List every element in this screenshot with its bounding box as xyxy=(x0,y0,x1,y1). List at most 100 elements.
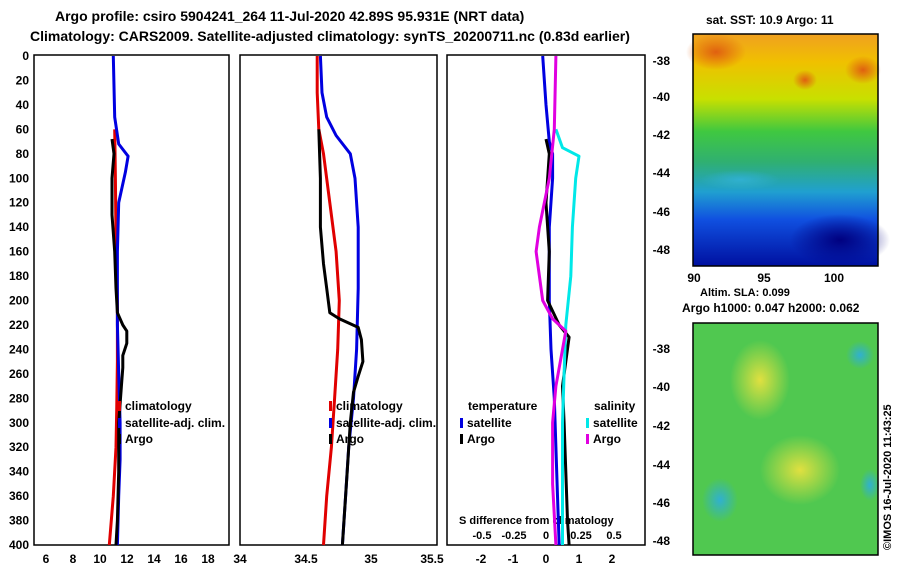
depth-tick-label: 80 xyxy=(16,147,30,161)
legend-swatch-argo xyxy=(118,434,121,444)
series-line-salinity-satellite xyxy=(554,128,581,545)
depth-tick-label: 0 xyxy=(22,49,29,63)
temperature-tick-label: 12 xyxy=(120,552,134,566)
depth-tick-label: 60 xyxy=(16,122,30,136)
difference-legend: temperature satellite Argo salinity sate… xyxy=(460,399,638,446)
depth-tick-label: 240 xyxy=(9,342,29,356)
sst-lon-tick: 95 xyxy=(757,271,771,285)
depth-tick-label: 200 xyxy=(9,294,29,308)
depth-tick-label: 320 xyxy=(9,440,29,454)
salinity-tick-label: 35.5 xyxy=(420,552,444,566)
sst-lon-tick: 100 xyxy=(824,271,844,285)
salinity-tick-label: 34.5 xyxy=(294,552,318,566)
depth-tick-label: 160 xyxy=(9,245,29,259)
temperature-tick-label: 18 xyxy=(201,552,215,566)
difference-secondary-tick-label: -0.5 xyxy=(473,530,492,542)
series-line-climatology xyxy=(315,56,341,546)
legend-swatch-temperature-argo xyxy=(460,434,463,444)
legend-title-salinity: salinity xyxy=(594,399,636,413)
depth-tick-label: 180 xyxy=(9,269,29,283)
legend-title-temperature: temperature xyxy=(468,399,538,413)
salinity-x-axis: 34 34.5 35 35.5 xyxy=(233,552,444,566)
temperature-legend: climatology satellite-adj. clim. Argo xyxy=(118,399,225,446)
legend-label-argo: Argo xyxy=(125,432,153,446)
sst-lat-tick: -48 xyxy=(653,243,671,257)
difference-secondary-tick-label: 0.25 xyxy=(570,530,591,542)
legend-label-satellite: satellite-adj. clim. xyxy=(336,416,436,430)
depth-tick-label: 300 xyxy=(9,416,29,430)
series-line-argo xyxy=(317,129,365,546)
depth-tick-label: 20 xyxy=(16,73,30,87)
difference-secondary-axis-title: S difference from climatology xyxy=(459,515,615,527)
temperature-tick-label: 14 xyxy=(147,552,161,566)
sst-front xyxy=(700,170,780,190)
legend-swatch-climatology xyxy=(118,401,121,411)
depth-tick-label: 360 xyxy=(9,489,29,503)
sst-lat-tick: -38 xyxy=(653,54,671,68)
sla-high-patch xyxy=(730,340,790,420)
sla-lat-tick: -38 xyxy=(653,342,671,356)
salinity-tick-label: 35 xyxy=(364,552,378,566)
sst-lat-tick: -46 xyxy=(653,205,671,219)
salinity-legend: climatology satellite-adj. clim. Argo xyxy=(329,399,436,446)
series-layer xyxy=(107,55,581,546)
sst-lat-tick: -40 xyxy=(653,90,671,104)
legend-label-temperature-satellite: satellite xyxy=(467,416,512,430)
depth-tick-label: 260 xyxy=(9,367,29,381)
legend-label-argo: Argo xyxy=(336,432,364,446)
sla-low-patch xyxy=(846,341,874,369)
difference-secondary-tick-label: 0 xyxy=(543,530,549,542)
difference-tick-label: 2 xyxy=(609,552,616,566)
temperature-tick-label: 16 xyxy=(174,552,188,566)
sla-lat-tick: -42 xyxy=(653,419,671,433)
sla-map-title-line-1: Altim. SLA: 0.099 xyxy=(700,287,790,299)
depth-tick-label: 340 xyxy=(9,465,29,479)
sst-warm-patch xyxy=(793,70,817,90)
difference-tick-label: -1 xyxy=(508,552,519,566)
sst-warm-patch xyxy=(845,56,881,84)
legend-swatch-temperature-satellite xyxy=(460,418,463,428)
sla-lat-tick: -48 xyxy=(653,534,671,548)
sst-lat-tick: -42 xyxy=(653,128,671,142)
series-line-temperature-argo xyxy=(544,138,571,546)
legend-swatch-satellite xyxy=(118,418,121,428)
sla-low-patch xyxy=(860,469,880,501)
sst-lon-tick: 90 xyxy=(687,271,701,285)
difference-tick-label: 0 xyxy=(543,552,550,566)
temperature-tick-label: 10 xyxy=(93,552,107,566)
sla-map: -38 -40 -42 -44 -46 -48 xyxy=(653,322,880,556)
legend-label-salinity-argo: Argo xyxy=(593,432,621,446)
depth-tick-label: 220 xyxy=(9,318,29,332)
difference-x-axis: -2 -1 0 1 2 S difference from climatolog… xyxy=(459,515,622,566)
sla-lat-tick: -40 xyxy=(653,380,671,394)
legend-label-temperature-argo: Argo xyxy=(467,432,495,446)
depth-tick-label: 280 xyxy=(9,391,29,405)
legend-swatch-salinity-argo xyxy=(586,434,589,444)
legend-swatch-argo xyxy=(329,434,332,444)
depth-tick-label: 100 xyxy=(9,171,29,185)
sla-high-patch xyxy=(760,435,840,505)
temperature-tick-label: 8 xyxy=(70,552,77,566)
sst-deep-patch xyxy=(790,214,890,266)
sla-lat-tick: -46 xyxy=(653,496,671,510)
sst-lat-tick: -44 xyxy=(653,166,671,180)
difference-tick-label: 1 xyxy=(576,552,583,566)
salinity-tick-label: 34 xyxy=(233,552,247,566)
depth-tick-label: 140 xyxy=(9,220,29,234)
legend-swatch-climatology xyxy=(329,401,332,411)
credit-label: ©IMOS 16-Jul-2020 11:43:25 xyxy=(882,404,894,550)
title-line-1: Argo profile: csiro 5904241_264 11-Jul-2… xyxy=(55,8,524,24)
legend-swatch-satellite xyxy=(329,418,332,428)
depth-tick-label: 400 xyxy=(9,538,29,552)
salinity-panel-frame xyxy=(239,54,438,546)
temperature-tick-label: 6 xyxy=(43,552,50,566)
temperature-panel-frame xyxy=(33,54,230,546)
sla-map-title-line-2: Argo h1000: 0.047 h2000: 0.062 xyxy=(682,301,860,315)
depth-tick-label: 40 xyxy=(16,98,30,112)
sla-low-patch xyxy=(702,478,738,522)
difference-secondary-tick-label: 0.5 xyxy=(606,530,621,542)
sla-lat-tick: -44 xyxy=(653,458,671,472)
legend-label-climatology: climatology xyxy=(125,399,192,413)
title-line-2: Climatology: CARS2009. Satellite-adjuste… xyxy=(30,28,630,44)
